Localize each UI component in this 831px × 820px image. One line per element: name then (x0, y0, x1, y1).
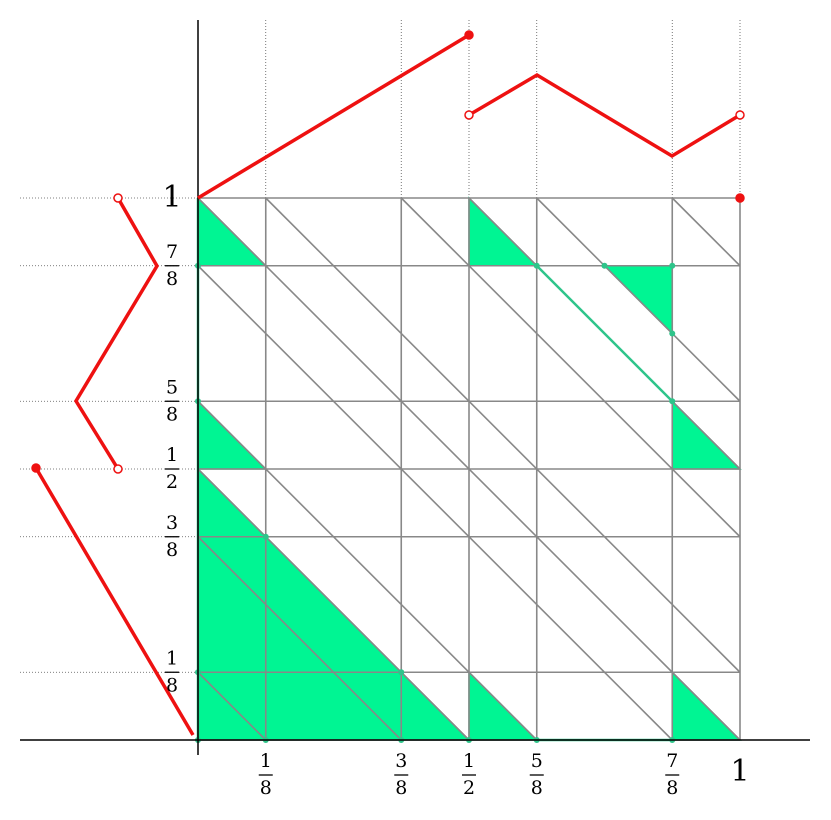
x-label: 1 (730, 754, 749, 789)
diagonal-line (265, 197, 741, 673)
diagonal-line (197, 197, 741, 741)
diagonal-line (197, 468, 470, 741)
fraction-numerator: 7 (166, 241, 178, 263)
y-label: 1 (162, 180, 181, 215)
fraction-denominator: 2 (166, 471, 178, 493)
fraction-numerator: 1 (463, 750, 475, 772)
diagonal-line (197, 400, 538, 741)
fraction-denominator: 8 (395, 777, 407, 799)
diagonal-line (197, 671, 267, 741)
green-dot (601, 262, 608, 269)
green-dot (398, 669, 405, 676)
closed-endpoint (464, 30, 474, 40)
red-graph (73, 197, 160, 470)
green-dot (533, 262, 540, 269)
green-dot (669, 262, 676, 269)
red-graph (197, 33, 470, 200)
diagonal-line (536, 197, 741, 402)
fraction-denominator: 8 (166, 539, 178, 561)
open-endpoint (113, 464, 123, 474)
fraction-numerator: 5 (166, 376, 178, 398)
fraction-numerator: 3 (395, 750, 407, 772)
fraction-denominator: 8 (166, 403, 178, 425)
diagonal-line (400, 197, 741, 538)
fraction-numerator: 1 (166, 444, 178, 466)
closed-endpoint (31, 463, 41, 473)
fraction-denominator: 8 (166, 674, 178, 696)
green-edge (535, 264, 674, 403)
fraction-denominator: 2 (463, 777, 475, 799)
open-endpoint (113, 193, 123, 203)
fraction-denominator: 8 (531, 777, 543, 799)
fraction-numerator: 3 (166, 512, 178, 534)
green-dot (669, 330, 676, 337)
open-endpoint (735, 110, 745, 120)
fraction-numerator: 5 (531, 750, 543, 772)
diagonal-line (197, 536, 402, 741)
open-endpoint (464, 110, 474, 120)
green-dot (669, 398, 676, 405)
fraction-denominator: 8 (666, 777, 678, 799)
green-dot (262, 533, 269, 540)
fraction-numerator: 1 (166, 647, 178, 669)
red-graph (34, 467, 195, 736)
diagonal-line (197, 265, 673, 741)
fraction-numerator: 1 (260, 750, 272, 772)
fraction-denominator: 8 (166, 268, 178, 290)
fraction-numerator: 7 (666, 750, 678, 772)
diagonal-line (671, 197, 741, 267)
red-graph (468, 72, 741, 159)
fraction-denominator: 8 (260, 777, 272, 799)
closed-endpoint (735, 193, 745, 203)
